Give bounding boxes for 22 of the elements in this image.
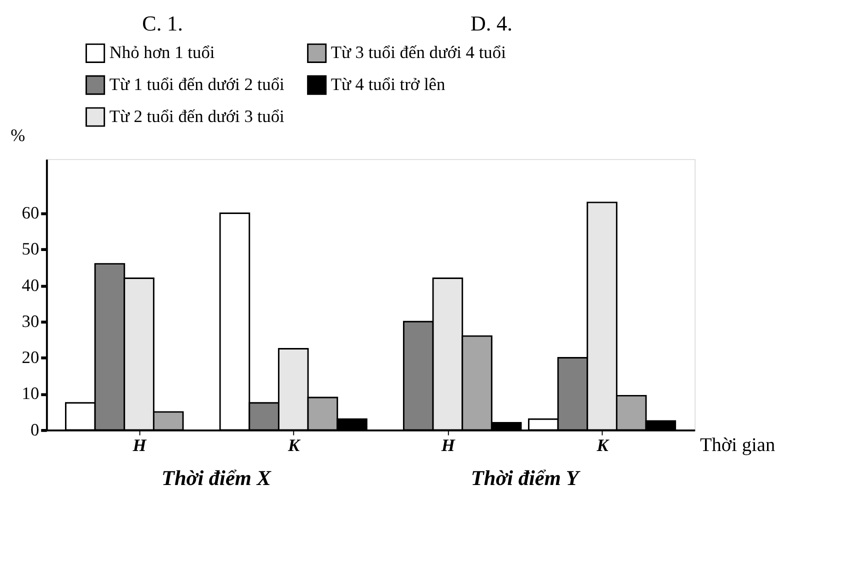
y-tick-label: 30 (22, 310, 40, 331)
x-tick-label: H (132, 434, 147, 455)
legend-label: Từ 1 tuổi đến dưới 2 tuổi (109, 74, 285, 94)
legend-label: Từ 3 tuổi đến dưới 4 tuổi (330, 42, 506, 62)
y-tick-label: 40 (22, 274, 40, 295)
text: C. 1. (142, 11, 183, 36)
y-tick-label: 60 (22, 202, 40, 223)
x-axis-title: Thời gian (700, 434, 776, 456)
x-tick-label: K (596, 434, 610, 455)
y-tick-label: 20 (22, 347, 40, 368)
x-tick-label: H (440, 434, 456, 455)
text: D. 4. (470, 11, 512, 36)
legend-label: Từ 4 tuổi trở lên (330, 74, 446, 94)
y-axis-title: % (10, 125, 26, 146)
y-tick-label: 50 (22, 238, 40, 259)
text: Thời điểm X (161, 466, 272, 490)
y-tick-label: 10 (22, 383, 40, 404)
text: Thời điểm Y (470, 466, 581, 490)
legend-label: Từ 2 tuổi đến dưới 3 tuổi (109, 106, 285, 126)
legend-label: Nhỏ hơn 1 tuổi (109, 42, 215, 62)
y-tick-label: 0 (30, 419, 40, 440)
x-tick-label: K (287, 434, 302, 455)
